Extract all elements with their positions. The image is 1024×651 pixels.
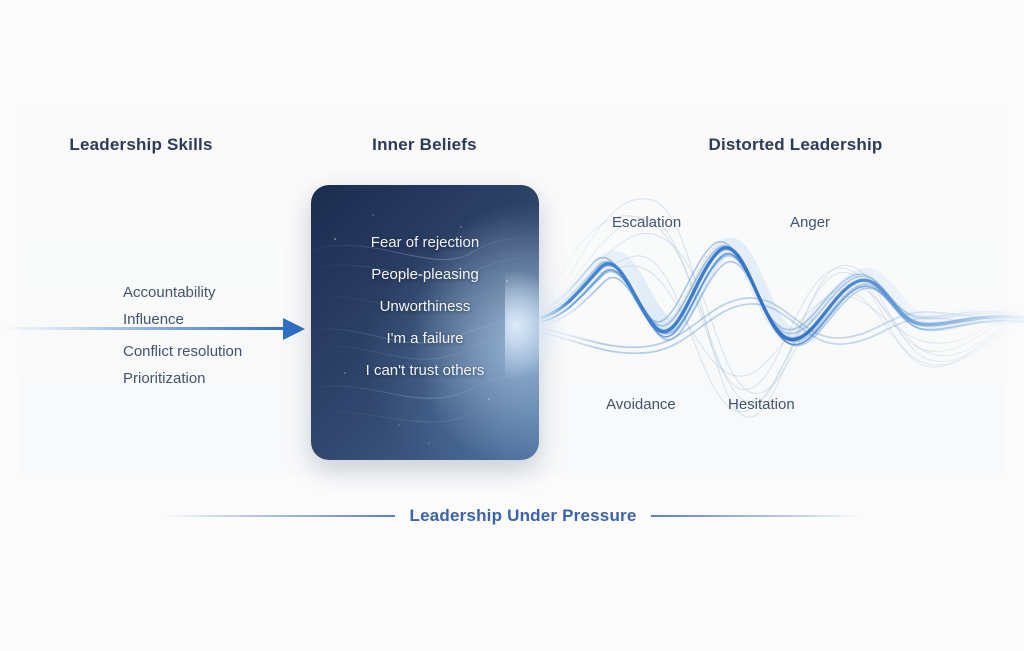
distortion-waveform: Escalation Anger Avoidance Hesitation [540, 170, 1024, 430]
footer-caption-text: Leadership Under Pressure [409, 506, 637, 525]
flow-arrow-line [0, 327, 288, 330]
panel-title-distorted-leadership: Distorted Leadership [708, 135, 883, 154]
panel-title-leadership-skills: Leadership Skills [69, 135, 213, 154]
skill-item: Conflict resolution [123, 343, 243, 360]
footer-rule-left [163, 515, 396, 517]
skill-item: Accountability [123, 284, 216, 301]
flow-arrow [0, 318, 318, 340]
footer-rule-right [650, 515, 861, 517]
panel-inner-beliefs: Inner Beliefs [264, 105, 585, 478]
card-texture [311, 185, 539, 460]
panel-title-inner-beliefs: Inner Beliefs [372, 135, 477, 154]
belief-item: Fear of rejection [370, 234, 480, 251]
belief-list: Fear of rejection People-pleasing Unwort… [311, 227, 539, 387]
belief-item: I'm a failure [386, 330, 464, 347]
wave-label-anger: Anger [790, 214, 831, 231]
waveform-svg [540, 198, 1024, 418]
wave-label-avoidance: Avoidance [606, 396, 676, 413]
belief-item: I can't trust others [365, 362, 485, 379]
belief-item: Unworthiness [379, 298, 471, 315]
skills-list: Accountability Influence Conflict resolu… [123, 279, 242, 392]
inner-beliefs-card: Fear of rejection People-pleasing Unwort… [311, 185, 539, 460]
skill-item: Influence [123, 311, 184, 328]
footer-caption: Leadership Under Pressure [0, 500, 1024, 532]
wave-label-escalation: Escalation [612, 214, 682, 231]
panel-leadership-skills: Leadership Skills Accountability Influen… [18, 105, 264, 478]
flow-arrow-head-icon [283, 318, 305, 340]
panel-distorted-leadership: Distorted Leadership [585, 105, 1006, 478]
wave-label-hesitation: Hesitation [728, 396, 795, 413]
skill-item: Prioritization [123, 370, 206, 387]
belief-item: People-pleasing [371, 266, 479, 283]
